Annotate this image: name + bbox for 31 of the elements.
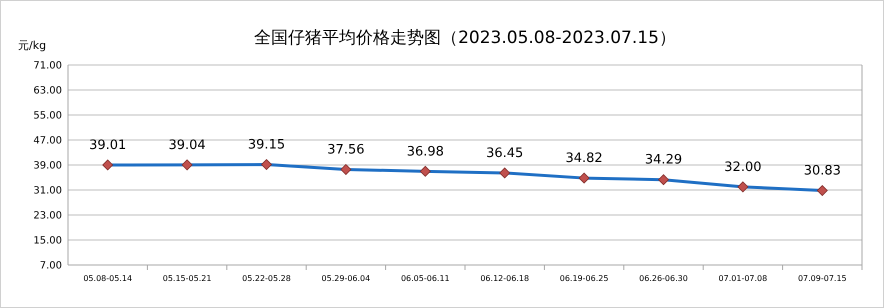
data-label: 39.04 [168, 138, 206, 153]
data-label: 30.83 [804, 164, 841, 179]
y-tick-label: 63.00 [33, 86, 62, 96]
x-tick-label: 06.26-06.30 [639, 274, 688, 283]
x-tick-label: 05.15-05.21 [162, 274, 212, 283]
x-tick-label: 07.09-07.15 [798, 274, 847, 283]
y-tick-label: 23.00 [33, 210, 62, 222]
y-tick-label: 15.00 [33, 236, 62, 246]
x-tick-label: 05.22-05.28 [242, 274, 291, 283]
data-label: 36.45 [486, 146, 524, 161]
y-tick-label: 71.00 [33, 60, 62, 72]
data-label: 34.82 [565, 151, 603, 166]
data-label: 39.15 [248, 138, 286, 153]
y-axis-title: 元/kg [18, 39, 46, 52]
x-tick-label: 05.29-06.04 [322, 274, 370, 283]
x-tick-label: 06.05-06.11 [400, 274, 450, 283]
chart-title: 全国仔猪平均价格走势图（2023.05.08-2023.07.15） [254, 28, 676, 48]
x-tick-label: 05.08-05.14 [83, 274, 132, 283]
y-tick-label: 47.00 [33, 136, 62, 146]
y-tick-label: 7.00 [40, 260, 62, 272]
data-label: 39.01 [89, 138, 126, 153]
x-tick-label: 07.01-07.08 [718, 274, 768, 283]
data-label: 37.56 [327, 142, 365, 158]
y-tick-label: 39.00 [33, 160, 62, 172]
x-tick-label: 06.19-06.25 [560, 274, 608, 283]
x-tick-label: 06.12-06.18 [480, 274, 530, 283]
y-tick-label: 55.00 [33, 110, 62, 122]
y-tick-label: 31.00 [33, 186, 62, 196]
data-label: 34.29 [644, 152, 682, 168]
data-label: 32.00 [724, 160, 762, 175]
data-label: 36.98 [406, 144, 444, 160]
